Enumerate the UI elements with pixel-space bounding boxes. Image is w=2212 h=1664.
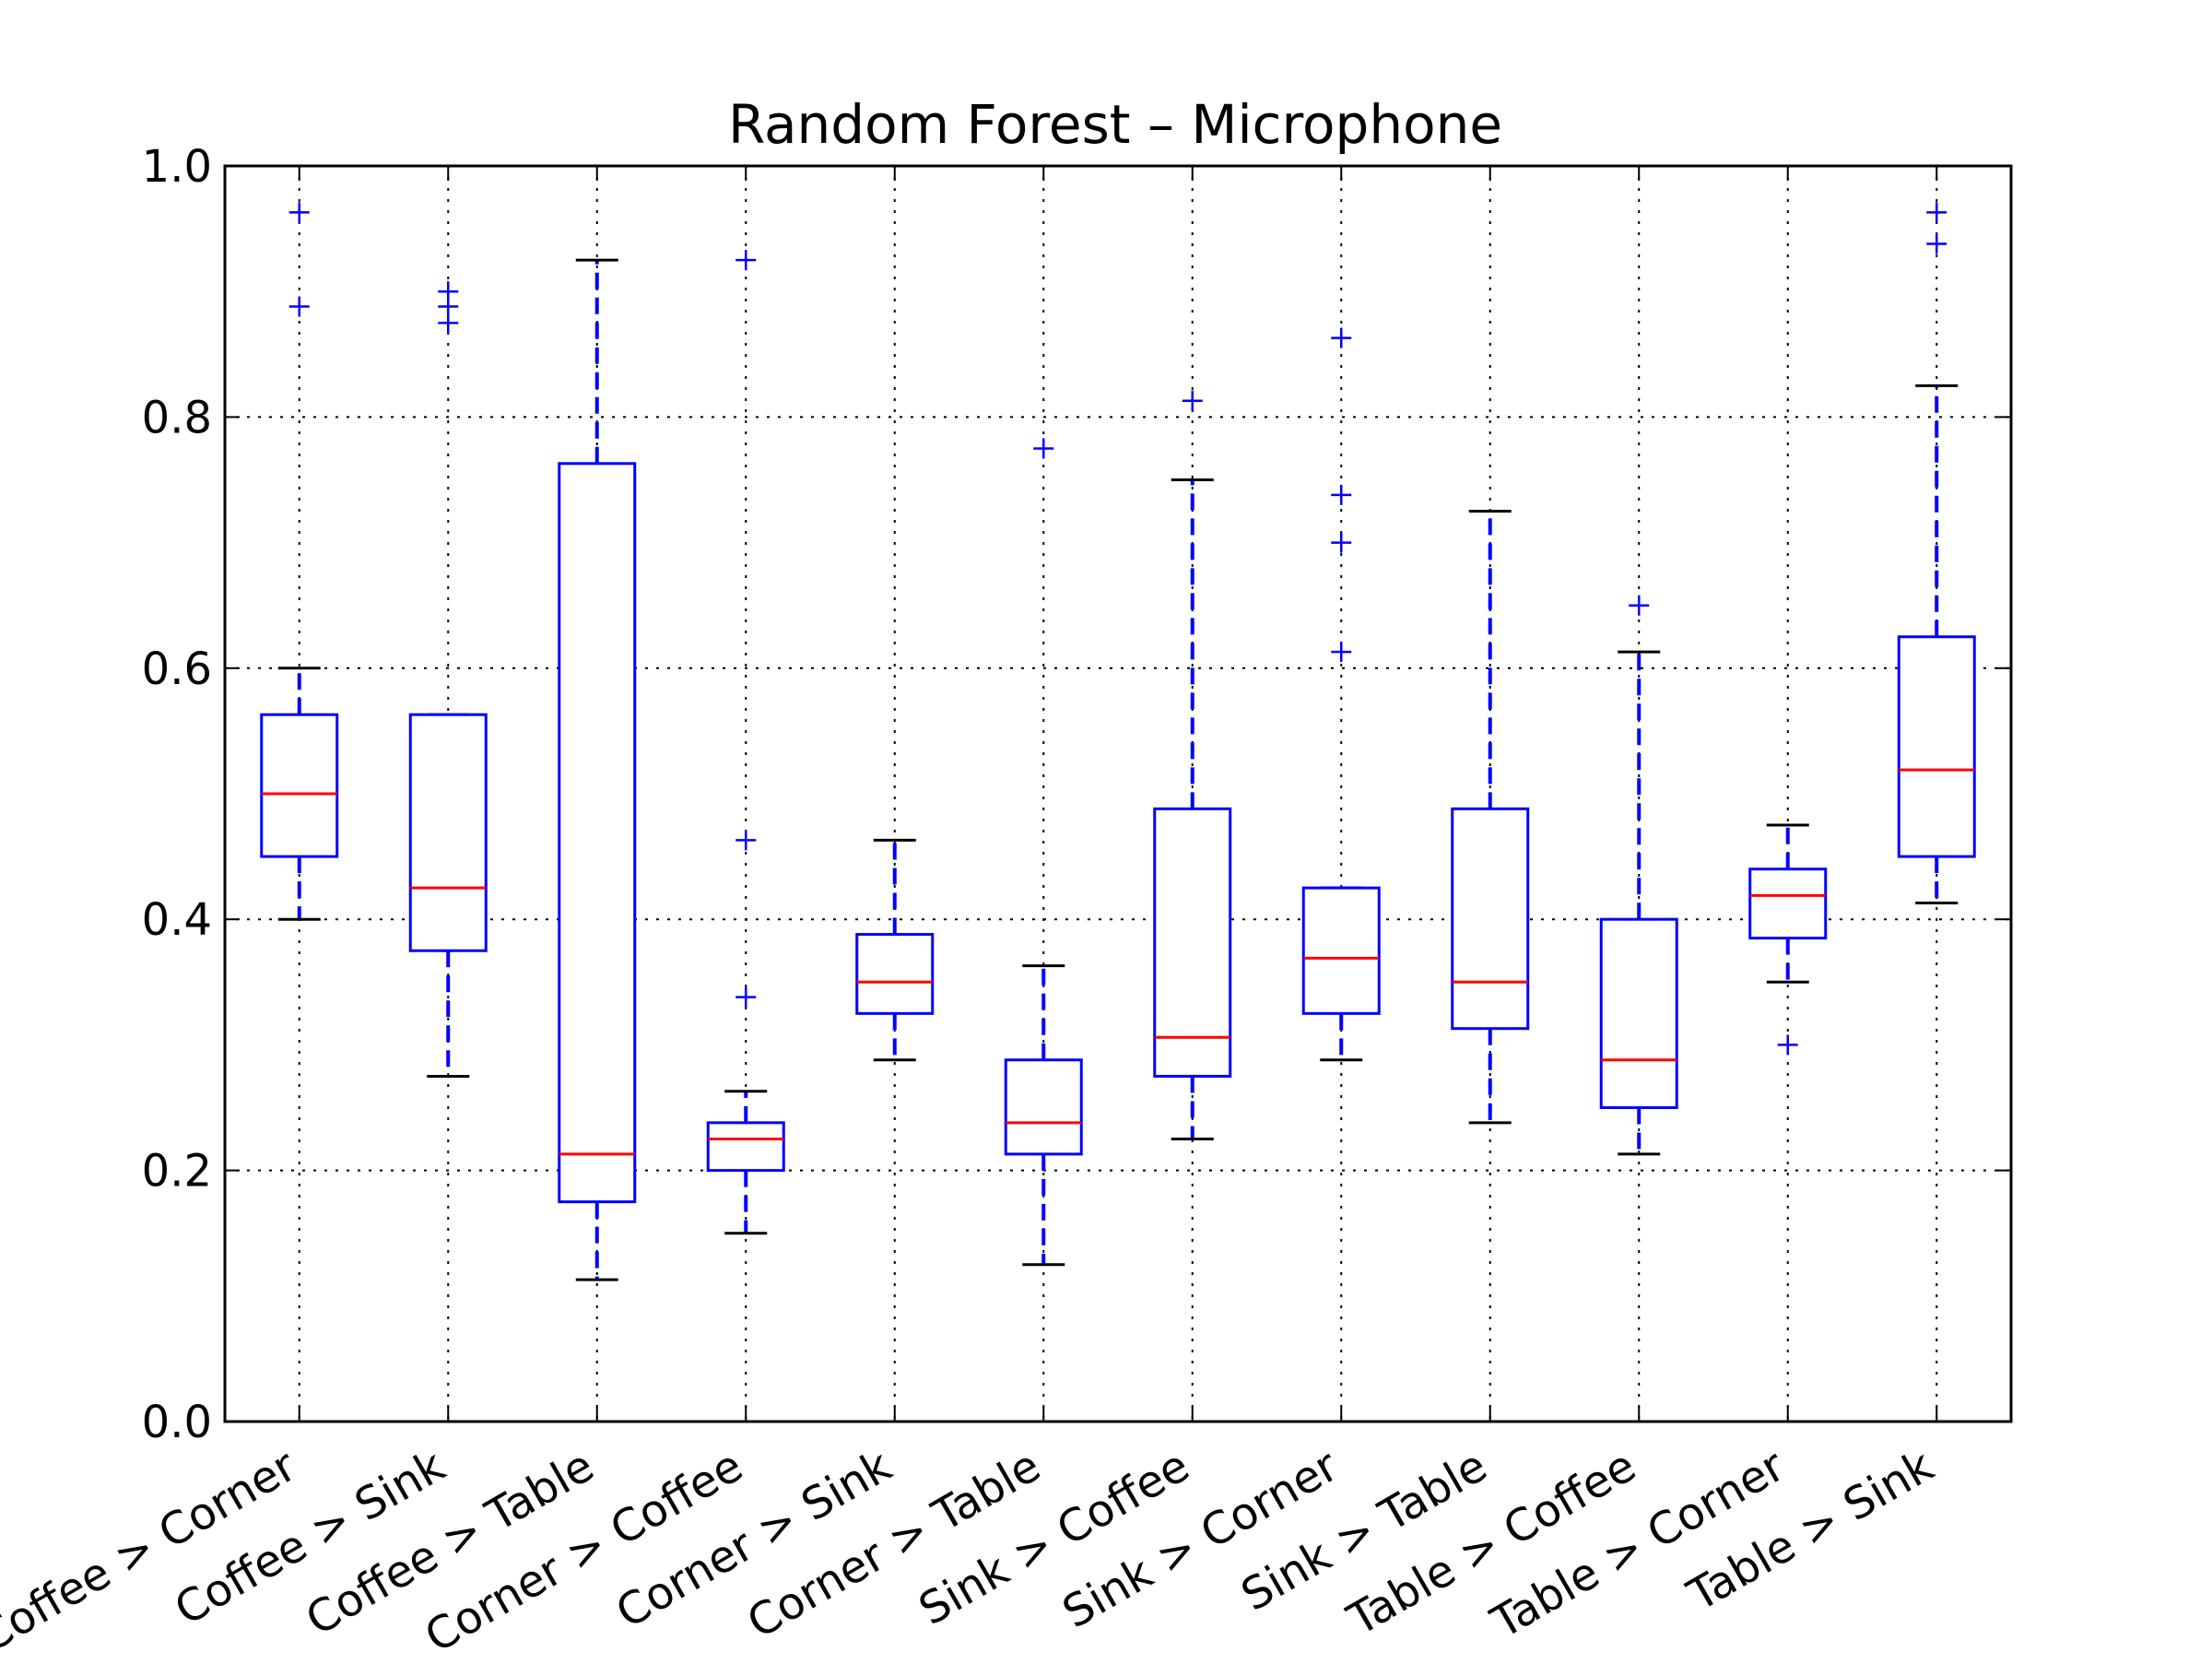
outlier-marker (288, 202, 310, 223)
outlier-marker (735, 986, 757, 1008)
box-group (1599, 595, 1678, 1156)
box-group (1451, 510, 1530, 1125)
outlier-marker (735, 830, 757, 851)
box-iqr (1301, 886, 1381, 1015)
box-group (1897, 202, 1976, 904)
outlier-marker (288, 296, 310, 317)
box-series (260, 202, 1976, 1281)
box-group (408, 281, 488, 1078)
box-group (1004, 438, 1083, 1267)
outlier-marker (1331, 532, 1352, 553)
box-iqr (1153, 807, 1232, 1078)
outlier-marker (1331, 642, 1352, 663)
outlier-marker (1629, 595, 1650, 616)
outlier-marker (1331, 484, 1352, 505)
box-iqr (706, 1121, 785, 1173)
box-iqr (1451, 807, 1530, 1031)
grid-lines (225, 166, 2011, 1422)
outlier-marker (1033, 438, 1054, 459)
outlier-marker (1777, 1034, 1798, 1056)
y-tick-label: 1.0 (142, 141, 212, 193)
x-category-label: Table > Sink (1678, 1440, 1942, 1623)
box-group (260, 202, 339, 921)
y-tick-label: 0.4 (142, 894, 212, 946)
y-tick-label: 0.8 (142, 392, 212, 443)
outlier-marker (438, 313, 459, 334)
box-group (558, 258, 637, 1281)
outlier-marker (1331, 327, 1352, 348)
box-group (706, 250, 785, 1235)
outlier-marker (1926, 202, 1947, 223)
outlier-marker (1182, 390, 1203, 411)
box-iqr (1599, 917, 1678, 1110)
box-iqr (558, 462, 637, 1204)
box-iqr (260, 713, 339, 858)
outlier-marker (735, 250, 757, 271)
outlier-marker (1926, 233, 1947, 254)
axis-ticks (225, 165, 2011, 1422)
box-group (1153, 390, 1232, 1141)
box-group (1301, 327, 1381, 1062)
plot-area-frame (223, 164, 2013, 1423)
box-group (1748, 823, 1828, 1056)
box-iqr (408, 713, 488, 952)
box-iqr (1004, 1058, 1083, 1156)
y-tick-label: 0.6 (142, 643, 212, 695)
y-tick-label: 0.2 (142, 1146, 212, 1198)
box-group (855, 838, 935, 1062)
box-iqr (1897, 635, 1976, 858)
box-iqr (855, 933, 935, 1015)
box-iqr (1748, 867, 1828, 940)
chart-title: Random Forest – Microphone (728, 93, 1502, 156)
y-tick-label: 0.0 (142, 1397, 212, 1448)
